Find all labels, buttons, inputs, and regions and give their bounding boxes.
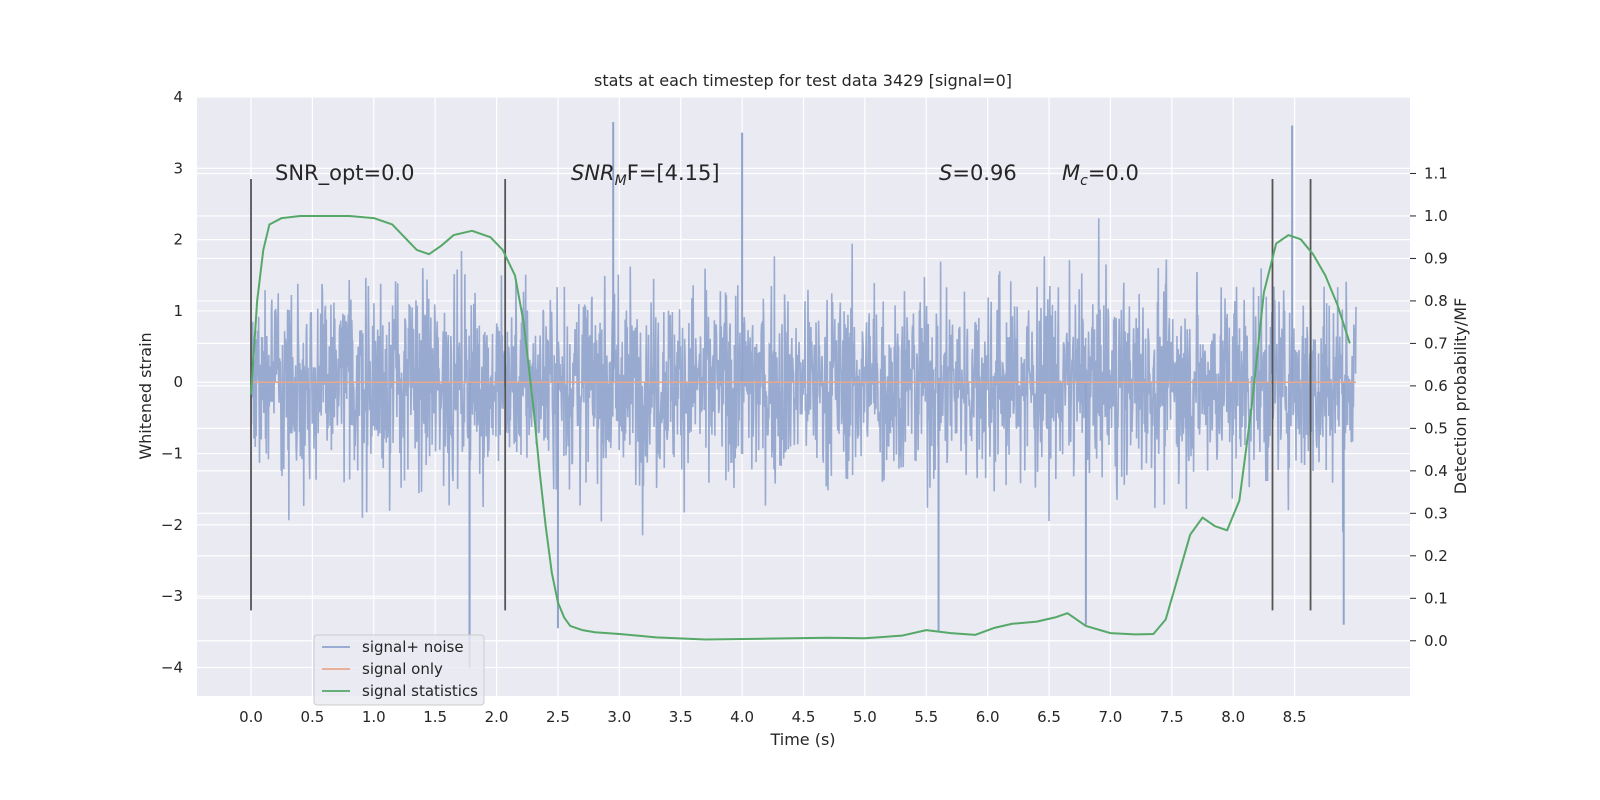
legend-label-stat: signal statistics xyxy=(362,682,478,700)
x-tick-label: 1.0 xyxy=(362,708,386,726)
y-tick-label: −4 xyxy=(161,658,183,676)
mc-base: M xyxy=(1062,161,1080,185)
x-tick-label: 8.5 xyxy=(1283,708,1307,726)
snr-mf-sub: M xyxy=(615,173,627,189)
y-right-tick-label: 0.0 xyxy=(1424,632,1448,650)
s-rest: =0.96 xyxy=(952,161,1016,185)
y-right-axis-label: Detection probability/MF xyxy=(1451,298,1470,495)
snr-mf-rest: F=[4.15] xyxy=(627,161,720,185)
annotation-snr-mf: SNRMF=[4.15] xyxy=(571,161,720,189)
x-axis-label: Time (s) xyxy=(769,730,835,749)
stat-line xyxy=(250,214,1351,641)
y-tick-label: 2 xyxy=(173,231,183,249)
y-tick-label: −3 xyxy=(161,587,183,605)
y-ticks: 4 3 2 1 0 −1 −2 −3 −4 xyxy=(161,88,183,676)
x-tick-label: 3.0 xyxy=(607,708,631,726)
y-axis-label: Whitened strain xyxy=(136,332,155,459)
y-right-tick-label: 0.5 xyxy=(1424,419,1448,437)
x-tick-label: 0.0 xyxy=(239,708,263,726)
y-right-tick-label: 0.8 xyxy=(1424,292,1448,310)
x-tick-label: 3.5 xyxy=(669,708,693,726)
y-right-tick-label: 0.9 xyxy=(1424,249,1448,267)
annotation-s: S=0.96 xyxy=(939,161,1017,185)
snr-mf-base: SNR xyxy=(571,161,615,185)
y-right-tick-label: 0.6 xyxy=(1424,377,1448,395)
legend-label-noise: signal+ noise xyxy=(362,638,464,656)
x-tick-label: 1.5 xyxy=(423,708,447,726)
x-tick-label: 5.5 xyxy=(914,708,938,726)
x-tick-label: 2.5 xyxy=(546,708,570,726)
x-tick-label: 5.0 xyxy=(853,708,877,726)
x-tick-label: 0.5 xyxy=(300,708,324,726)
y-right-tick-label: 0.7 xyxy=(1424,334,1448,352)
y-right-tick-label: 0.2 xyxy=(1424,547,1448,565)
mc-sub: c xyxy=(1080,173,1088,189)
y-right-tick-label: 0.1 xyxy=(1424,589,1448,607)
y-tick-label: 4 xyxy=(173,88,183,106)
y-tick-label: −1 xyxy=(161,445,183,463)
chart-title: stats at each timestep for test data 342… xyxy=(594,71,1012,90)
x-tick-label: 7.5 xyxy=(1160,708,1184,726)
y-right-tick-label: 1.1 xyxy=(1424,164,1448,182)
x-tick-label: 4.0 xyxy=(730,708,754,726)
x-tick-label: 2.0 xyxy=(485,708,509,726)
y-right-tick-label: 1.0 xyxy=(1424,207,1448,225)
y-tick-label: 1 xyxy=(173,302,183,320)
legend-box xyxy=(313,634,485,706)
s-base: S xyxy=(939,161,952,185)
y-right-tick-label: 0.3 xyxy=(1424,504,1448,522)
y-tick-label: 3 xyxy=(173,159,183,177)
x-ticks: 0.0 0.5 1.0 1.5 2.0 2.5 3.0 3.5 4.0 4.5 5.0 5.5 6.0 6… xyxy=(239,708,1306,726)
stat-series xyxy=(250,214,1351,641)
grid-y xyxy=(197,96,1410,669)
noise-series xyxy=(250,121,1357,668)
x-tick-label: 8.0 xyxy=(1221,708,1245,726)
x-tick-label: 6.0 xyxy=(976,708,1000,726)
x-tick-label: 6.5 xyxy=(1037,708,1061,726)
x-tick-label: 7.0 xyxy=(1099,708,1123,726)
legend-label-signal: signal only xyxy=(362,660,443,678)
legend: signal+ noise signal only signal statist… xyxy=(313,634,485,706)
y-right-ticks: 1.1 1.0 0.9 0.8 0.7 0.6 0.5 0.4 0.3 0.2 0.1 0.0 xyxy=(1410,164,1448,650)
y-tick-label: 0 xyxy=(173,373,183,391)
mc-rest: =0.0 xyxy=(1088,161,1139,185)
y-right-tick-label: 0.4 xyxy=(1424,462,1448,480)
noise-line xyxy=(250,218,1357,536)
x-tick-label: 4.5 xyxy=(792,708,816,726)
annotation-mc: Mc=0.0 xyxy=(1062,161,1139,189)
annotation-snr-opt: SNR_opt=0.0 xyxy=(275,161,415,186)
y-tick-label: −2 xyxy=(161,516,183,534)
